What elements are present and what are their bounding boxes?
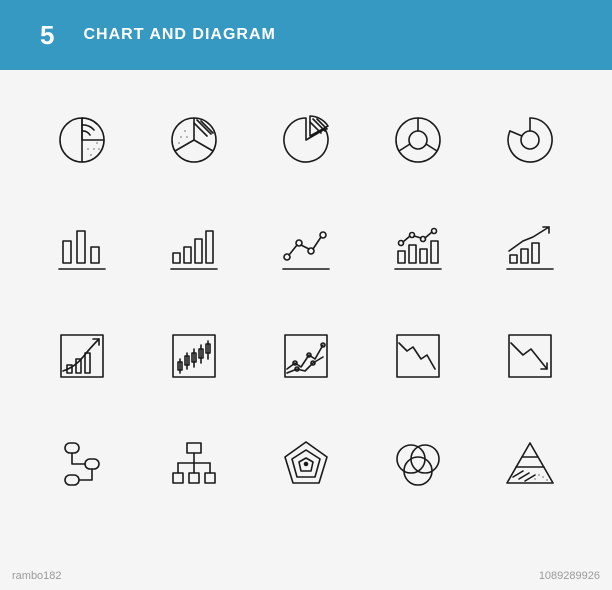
bar-chart-icon (52, 218, 112, 278)
growth-chart-arrow-icon (52, 326, 112, 386)
venn-diagram-icon (388, 434, 448, 494)
donut-chart-segments-icon (388, 110, 448, 170)
header-bar: 5 CHART AND DIAGRAM (0, 0, 612, 70)
bar-chart-ascending-icon (164, 218, 224, 278)
icon-grid (52, 110, 560, 494)
flowchart-icon (52, 434, 112, 494)
set-title: CHART AND DIAGRAM (83, 26, 275, 44)
line-chart-dots-icon (276, 218, 336, 278)
pie-chart-quarter-icon (52, 110, 112, 170)
candlestick-chart-icon (164, 326, 224, 386)
org-chart-icon (164, 434, 224, 494)
radar-chart-icon (276, 434, 336, 494)
donut-chart-gap-icon (500, 110, 560, 170)
trend-down-arrow-icon (500, 326, 560, 386)
watermark-id: 1089289926 (539, 570, 600, 582)
pyramid-chart-icon (500, 434, 560, 494)
pie-chart-hatched-icon (164, 110, 224, 170)
bar-chart-arrow-up-icon (500, 218, 560, 278)
set-number: 5 (40, 20, 55, 51)
watermark-credit: rambo182 (12, 570, 62, 582)
combo-bar-line-icon (388, 218, 448, 278)
multi-line-chart-icon (276, 326, 336, 386)
line-chart-down-icon (388, 326, 448, 386)
pie-chart-slice-out-icon (276, 110, 336, 170)
